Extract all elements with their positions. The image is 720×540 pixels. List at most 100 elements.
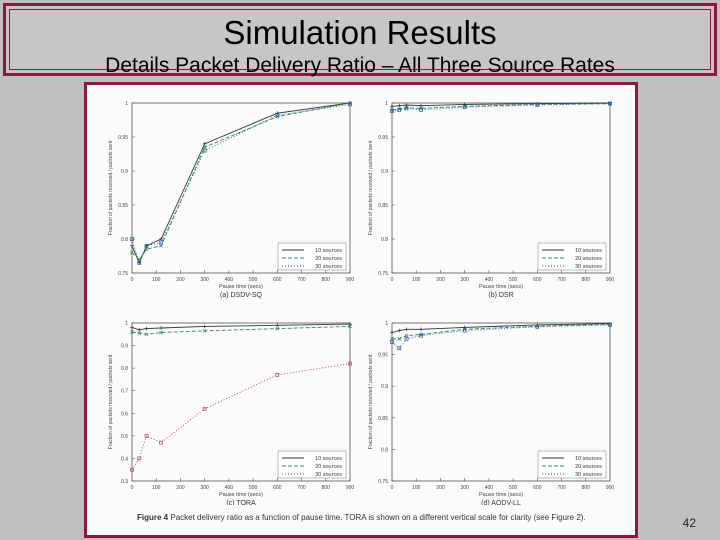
data-point	[130, 237, 134, 241]
legend-label: 20 sources	[315, 464, 342, 470]
x-tick-label: 700	[297, 277, 306, 283]
legend-box	[277, 450, 347, 479]
y-tick-label: 0.85	[118, 203, 128, 209]
data-point	[404, 333, 409, 338]
x-tick-label: 800	[322, 277, 331, 283]
y-axis-label: Fraction of packets received / packets s…	[368, 140, 374, 235]
data-point	[202, 145, 207, 150]
legend-label: 10 sources	[575, 248, 602, 254]
legend-label: 20 sources	[575, 464, 602, 470]
x-tick-label: 0	[391, 277, 394, 283]
data-point	[390, 340, 394, 344]
y-tick-label: 0.95	[378, 353, 388, 359]
x-tick-label: 400	[485, 277, 494, 283]
y-tick-label: 0.8	[381, 447, 388, 453]
y-tick-label: 0.9	[381, 384, 388, 390]
y-tick-label: 0.85	[378, 416, 388, 422]
chart-3: 0 100 200 300 400 500 600 700 800 900 0.3 0.4 0.5 0.6…	[108, 321, 355, 507]
legend-label: 10 sources	[315, 456, 342, 462]
data-point	[404, 327, 409, 332]
x-tick-label: 100	[412, 277, 421, 283]
x-tick-label: 300	[200, 485, 209, 491]
x-tick-label: 400	[225, 485, 234, 491]
x-tick-label: 900	[606, 485, 615, 491]
legend-label: 30 sources	[575, 472, 602, 478]
x-tick-label: 200	[176, 485, 185, 491]
y-tick-label: 0.9	[121, 344, 128, 350]
y-tick-label: 0.9	[381, 169, 388, 175]
series-line-1	[391, 102, 611, 107]
chart-2: 0 100 200 300 400 500 600 700 800 900 0.75 0.8 0.85 0…	[368, 101, 614, 299]
legend-box	[537, 242, 607, 271]
figure-frame: 0 100 200 300 400 500 600 700 800 900 0.75 0.8 0.85 0…	[84, 82, 638, 538]
series-line-3	[391, 324, 611, 349]
x-tick-label: 100	[152, 485, 161, 491]
data-point	[144, 243, 149, 248]
x-tick-label: 600	[533, 485, 542, 491]
legend-label: 20 sources	[575, 256, 602, 262]
data-point	[202, 406, 207, 411]
title-box: Simulation Results Details Packet Delive…	[3, 3, 717, 77]
data-point	[159, 330, 163, 335]
chart-caption: (a) DSDV-SQ	[220, 292, 263, 299]
x-tick-label: 0	[131, 277, 134, 283]
figure-caption-label: Figure 4	[137, 513, 169, 522]
x-tick-label: 300	[460, 277, 469, 283]
data-point	[404, 103, 409, 107]
y-tick-label: 1	[385, 321, 388, 327]
data-point	[159, 440, 163, 445]
x-tick-label: 700	[557, 485, 566, 491]
x-tick-label: 400	[225, 277, 234, 283]
data-point	[390, 330, 394, 335]
x-tick-label: 200	[176, 277, 185, 283]
data-point	[397, 103, 402, 108]
data-point	[348, 322, 352, 326]
y-tick-label: 0.8	[381, 237, 388, 243]
x-axis-label: Pause time (secs)	[479, 492, 523, 498]
x-tick-label: 800	[582, 277, 591, 283]
y-axis-label: Fraction of packets received / packets s…	[108, 354, 114, 449]
plot-frame	[131, 322, 351, 482]
data-point	[404, 106, 409, 111]
data-point	[275, 111, 280, 115]
x-tick-label: 700	[557, 277, 566, 283]
x-tick-label: 500	[249, 485, 258, 491]
data-point	[275, 373, 280, 377]
y-tick-label: 0.6	[121, 411, 128, 417]
y-axis-label: Fraction of packets received / packets s…	[108, 140, 114, 235]
data-point	[404, 336, 409, 341]
data-point	[535, 324, 540, 329]
x-tick-label: 900	[606, 277, 615, 283]
x-tick-label: 500	[509, 485, 518, 491]
x-tick-label: 200	[436, 485, 445, 491]
data-point	[202, 324, 207, 329]
plot-frame	[391, 322, 611, 482]
data-point	[397, 336, 402, 341]
data-point	[397, 107, 402, 112]
data-point	[137, 327, 142, 332]
x-tick-label: 600	[273, 485, 282, 491]
chart-1: 0 100 200 300 400 500 600 700 800 900 0.75 0.8 0.85 0…	[108, 101, 354, 299]
x-tick-label: 100	[152, 277, 161, 283]
data-point	[130, 330, 134, 334]
series-line-3	[391, 103, 611, 112]
data-point	[275, 326, 280, 331]
x-tick-label: 900	[346, 485, 355, 491]
series-line-2	[391, 103, 611, 111]
data-point	[130, 250, 134, 255]
data-point	[137, 260, 142, 265]
plot-frame	[391, 102, 611, 274]
x-tick-label: 0	[131, 485, 134, 491]
x-tick-label: 200	[436, 277, 445, 283]
data-point	[390, 336, 394, 341]
y-tick-label: 0.75	[118, 271, 128, 277]
x-tick-label: 600	[533, 277, 542, 283]
x-tick-label: 300	[200, 277, 209, 283]
data-point	[130, 467, 134, 472]
figure-caption-text: Packet delivery ratio as a function of p…	[170, 513, 586, 522]
legend-label: 20 sources	[315, 256, 342, 262]
data-point	[397, 346, 402, 351]
data-point	[419, 327, 423, 332]
y-axis-label: Fraction of packets received / packets s…	[368, 354, 374, 449]
data-point	[159, 326, 163, 330]
